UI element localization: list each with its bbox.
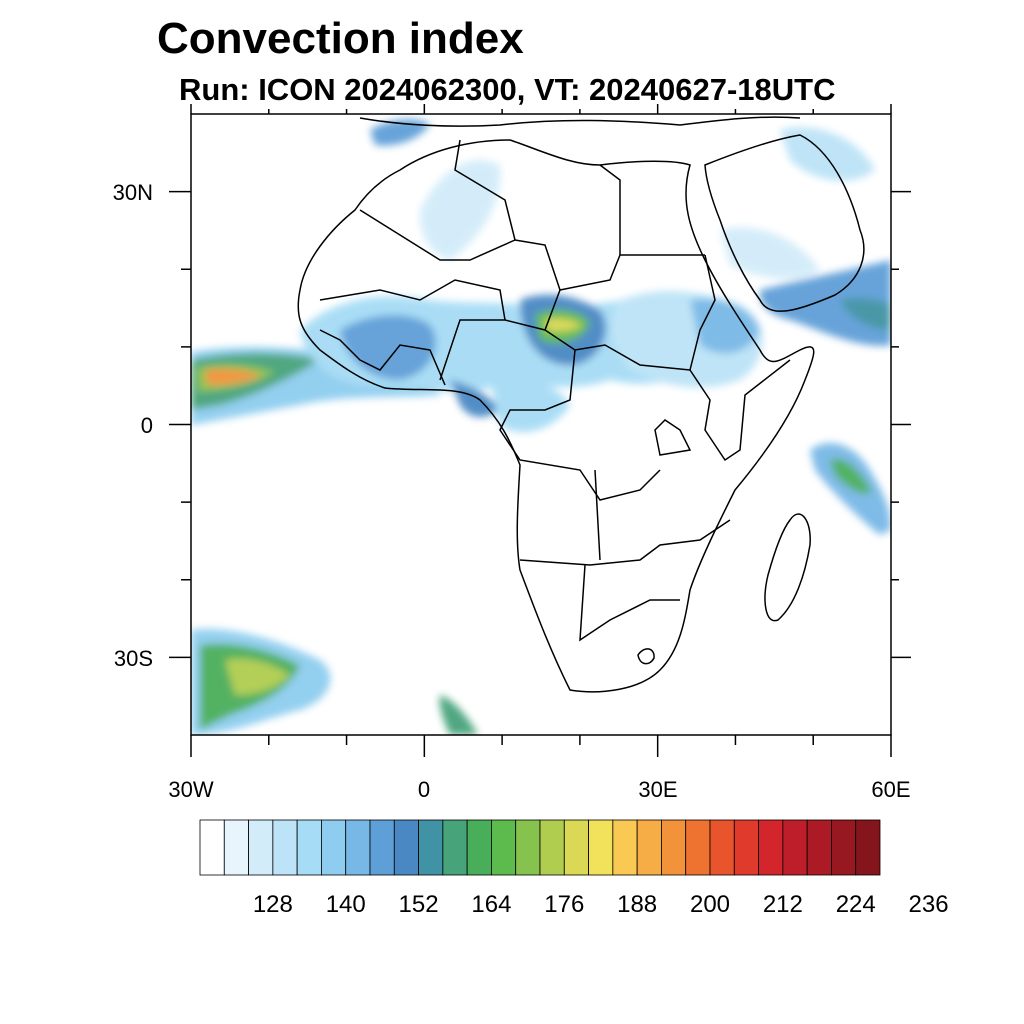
colorbar-labels: 128 140 152 164 176 188 200 212 224 236 [253,891,949,918]
border-congo [499,349,661,501]
figure-title: Convection index [157,14,524,63]
west-africa-cells [340,314,436,380]
itcz-plume-peak [205,368,262,386]
colorbar-label: 176 [544,891,584,918]
colorbar-swatch [539,819,565,876]
border-central-3 [319,279,506,321]
colorbar-label: 212 [763,891,803,918]
colorbar-swatch [782,819,808,876]
colorbar-swatch [393,819,419,876]
x-tick-label-30E: 30E [638,777,677,802]
arabian-sea-core [840,297,891,330]
south-atlantic-core [225,658,290,695]
colorbar-swatch [345,819,371,876]
colorbar-label: 236 [909,891,949,918]
colorbar-label: 164 [471,891,511,918]
border-sahara-2 [514,239,705,291]
border-west-coast [319,329,446,386]
y-tick-label-0: 0 [141,413,153,438]
madagascar [764,513,811,622]
border-nile [689,254,716,371]
x-tick-label-0: 0 [418,777,430,802]
colorbar-swatch [855,819,881,876]
colorbar [199,819,881,876]
colorbar-swatch [515,819,541,876]
arabia-streak [720,227,820,280]
colorbar-swatch [199,819,225,876]
colorbar-swatch [442,819,468,876]
colorbar-swatch [685,819,711,876]
border-sahara-3 [599,164,621,255]
mediterranean-north [359,116,801,127]
border-south-3 [594,469,601,561]
coastlines-borders [297,116,865,693]
africa-coastline [297,139,815,693]
x-tick-label-30W: 30W [168,777,213,802]
colorbar-swatch [272,819,298,876]
colorbar-swatch [636,819,662,876]
indian-ocean-band [810,442,891,535]
border-great-lakes [654,419,692,456]
colorbar-swatch [248,819,274,876]
south-atlantic-tail [439,695,478,735]
colorbar-label: 200 [690,891,730,918]
colorbar-swatch [758,819,784,876]
border-south-2 [579,564,680,642]
colorbar-swatch [491,819,517,876]
colorbar-label: 152 [399,891,439,918]
arabian-sea-cells [759,260,891,346]
mideast-streak [780,127,875,181]
colorbar-swatch [466,819,492,876]
x-tick-label-60E: 60E [871,777,910,802]
colorbar-swatch [418,819,444,876]
lesotho [637,648,655,665]
central-cluster-peak [545,318,582,332]
border-east [689,359,791,462]
ethiopia-cells [690,298,760,354]
colorbar-swatch [223,819,249,876]
colorbar-label: 140 [326,891,366,918]
colorbar-swatch [709,819,735,876]
indian-ocean-core [830,459,872,494]
sahara-streak [419,160,501,260]
border-south-1 [519,519,731,566]
colorbar-swatch [733,819,759,876]
border-central-2 [439,319,546,381]
colorbar-swatch [612,819,638,876]
congo-cells [490,378,570,433]
colorbar-swatch [321,819,347,876]
border-central-1 [544,289,691,371]
figure-subtitle: Run: ICON 2024062300, VT: 20240627-18UTC [179,72,836,107]
arabia-coast [704,134,865,312]
axis-ticks [169,104,911,757]
colorbar-swatch [369,819,395,876]
colorbar-swatch [588,819,614,876]
colorbar-swatch [563,819,589,876]
convection-field [191,119,891,735]
y-tick-label-30N: 30N [113,180,153,205]
colorbar-label: 128 [253,891,293,918]
colorbar-label: 224 [836,891,876,918]
colorbar-swatch [806,819,832,876]
med-cells [370,119,430,146]
colorbar-swatch [661,819,687,876]
colorbar-label: 188 [617,891,657,918]
colorbar-swatch [296,819,322,876]
y-tick-label-30S: 30S [114,646,153,671]
colorbar-swatch [831,819,857,876]
